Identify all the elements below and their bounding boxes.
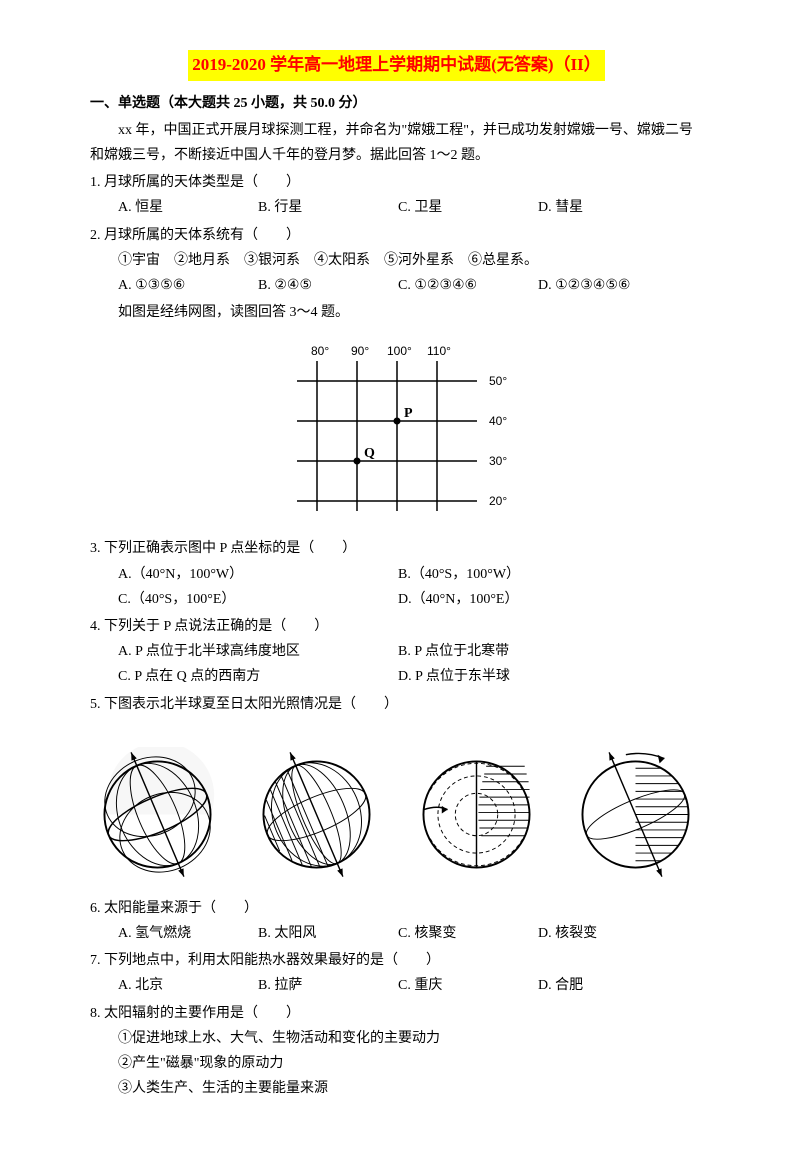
q3-options-2: C.（40°S，100°E） D.（40°N，100°E） [118, 587, 703, 612]
question-7: 7. 下列地点中，利用太阳能热水器效果最好的是（ ） [90, 948, 703, 973]
q1-opt-d: D. 彗星 [538, 195, 678, 220]
q8-line-3: ③人类生产、生活的主要能量来源 [118, 1076, 703, 1101]
lon-label-110: 110° [427, 344, 451, 358]
lat-lon-grid-figure: 80° 90° 100° 110° 50° 40° 30° 20° P Q [90, 331, 703, 530]
q3-opt-b: B.（40°S，100°W） [398, 562, 678, 587]
question-4: 4. 下列关于 P 点说法正确的是（ ） [90, 614, 703, 639]
point-q-label: Q [364, 446, 375, 461]
q7-opt-b: B. 拉萨 [258, 973, 398, 998]
q1-options: A. 恒星 B. 行星 C. 卫星 D. 彗星 [118, 195, 703, 220]
q2-opt-a: A. ①③⑤⑥ [118, 273, 258, 298]
globe-b [249, 747, 384, 882]
globe-c [409, 747, 544, 882]
q4-opt-d: D. P 点位于东半球 [398, 664, 678, 689]
section-heading: 一、单选题（本大题共 25 小题，共 50.0 分） [90, 91, 703, 116]
q4-options: A. P 点位于北半球高纬度地区 B. P 点位于北寒带 [118, 639, 703, 664]
q7-opt-d: D. 合肥 [538, 973, 678, 998]
q1-opt-a: A. 恒星 [118, 195, 258, 220]
lon-label-80: 80° [311, 344, 329, 358]
q7-opt-a: A. 北京 [118, 973, 258, 998]
intro-text: xx 年，中国正式开展月球探测工程，并命名为"嫦娥工程"，并已成功发射嫦娥一号、… [90, 118, 703, 168]
q6-opt-b: B. 太阳风 [258, 921, 398, 946]
q4-options-2: C. P 点在 Q 点的西南方 D. P 点位于东半球 [118, 664, 703, 689]
q8-line-2: ②产生"磁暴"现象的原动力 [118, 1051, 703, 1076]
q4-opt-a: A. P 点位于北半球高纬度地区 [118, 639, 398, 664]
q6-opt-c: C. 核聚变 [398, 921, 538, 946]
lat-label-20: 20° [489, 494, 507, 508]
q2-opt-b: B. ②④⑤ [258, 273, 398, 298]
q1-opt-c: C. 卫星 [398, 195, 538, 220]
lat-label-50: 50° [489, 374, 507, 388]
q7-options: A. 北京 B. 拉萨 C. 重庆 D. 合肥 [118, 973, 703, 998]
question-6: 6. 太阳能量来源于（ ） [90, 896, 703, 921]
lon-label-90: 90° [351, 344, 369, 358]
q6-options: A. 氢气燃烧 B. 太阳风 C. 核聚变 D. 核裂变 [118, 921, 703, 946]
figure-intro: 如图是经纬网图，读图回答 3～4 题。 [90, 300, 703, 325]
question-3: 3. 下列正确表示图中 P 点坐标的是（ ） [90, 536, 703, 561]
q6-opt-d: D. 核裂变 [538, 921, 678, 946]
q2-opt-d: D. ①②③④⑤⑥ [538, 273, 678, 298]
globe-a [90, 747, 225, 882]
q1-opt-b: B. 行星 [258, 195, 398, 220]
q6-opt-a: A. 氢气燃烧 [118, 921, 258, 946]
q2-list: ①宇宙 ②地月系 ③银河系 ④太阳系 ⑤河外星系 ⑥总星系。 [118, 248, 703, 273]
lon-label-100: 100° [387, 344, 412, 358]
point-p-label: P [404, 406, 413, 421]
q7-opt-c: C. 重庆 [398, 973, 538, 998]
q3-opt-c: C.（40°S，100°E） [118, 587, 398, 612]
page-title: 2019-2020 学年高一地理上学期期中试题(无答案)（II） [188, 50, 604, 81]
lat-label-30: 30° [489, 454, 507, 468]
q3-opt-a: A.（40°N，100°W） [118, 562, 398, 587]
q8-line-1: ①促进地球上水、大气、生物活动和变化的主要动力 [118, 1026, 703, 1051]
q4-opt-c: C. P 点在 Q 点的西南方 [118, 664, 398, 689]
question-1: 1. 月球所属的天体类型是（ ） [90, 170, 703, 195]
question-2: 2. 月球所属的天体系统有（ ） [90, 223, 703, 248]
question-5: 5. 下图表示北半球夏至日太阳光照情况是（ ） [90, 692, 703, 717]
lat-label-40: 40° [489, 414, 507, 428]
q3-opt-d: D.（40°N，100°E） [398, 587, 678, 612]
q3-options: A.（40°N，100°W） B.（40°S，100°W） [118, 562, 703, 587]
q2-options: A. ①③⑤⑥ B. ②④⑤ C. ①②③④⑥ D. ①②③④⑤⑥ [118, 273, 703, 298]
q4-opt-b: B. P 点位于北寒带 [398, 639, 678, 664]
globe-d [568, 747, 703, 882]
question-8: 8. 太阳辐射的主要作用是（ ） [90, 1001, 703, 1026]
q2-opt-c: C. ①②③④⑥ [398, 273, 538, 298]
globe-figures [90, 747, 703, 882]
